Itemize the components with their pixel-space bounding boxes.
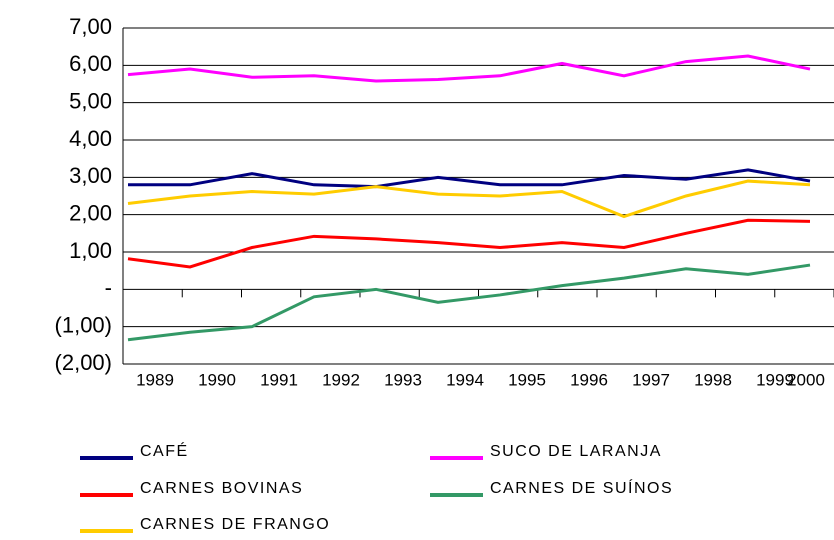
legend-label: CARNES DE FRANGO [140, 516, 330, 533]
y-tick-label: 5,00 [69, 88, 112, 113]
y-tick-label: 2,00 [69, 200, 112, 225]
y-tick-label: (2,00) [55, 350, 112, 375]
y-tick-label: 7,00 [69, 14, 112, 39]
y-tick-label: (1,00) [55, 312, 112, 337]
y-tick-label: 1,00 [69, 238, 112, 263]
x-tick-label: 1995 [508, 370, 546, 389]
series-line [128, 168, 811, 189]
x-tick-label: 1999 [756, 370, 794, 389]
x-tick-label: 1990 [198, 370, 236, 389]
x-tick-label: 1993 [384, 370, 422, 389]
y-tick-label: - [105, 275, 112, 300]
y-tick-label: 3,00 [69, 163, 112, 188]
y-tick-label: 4,00 [69, 126, 112, 151]
y-tick-label: 6,00 [69, 51, 112, 76]
series-line [127, 263, 811, 342]
legend-label: CARNES BOVINAS [140, 480, 303, 497]
series-line [127, 54, 811, 83]
x-tick-label: 1997 [632, 370, 670, 389]
x-tick-label: 1989 [136, 370, 174, 389]
x-tick-label: 1998 [694, 370, 732, 389]
series-line [127, 179, 811, 219]
x-tick-label: 1996 [570, 370, 608, 389]
x-tick-label: 1994 [446, 370, 484, 389]
x-tick-label: 1991 [260, 370, 298, 389]
legend-label: SUCO DE LARANJA [490, 443, 662, 460]
x-tick-label: 2000 [787, 370, 825, 389]
series-line [127, 218, 811, 269]
legend-label: CARNES DE SUÍNOS [490, 478, 673, 497]
x-tick-label: 1992 [322, 370, 360, 389]
legend-label: CAFÉ [140, 441, 189, 460]
